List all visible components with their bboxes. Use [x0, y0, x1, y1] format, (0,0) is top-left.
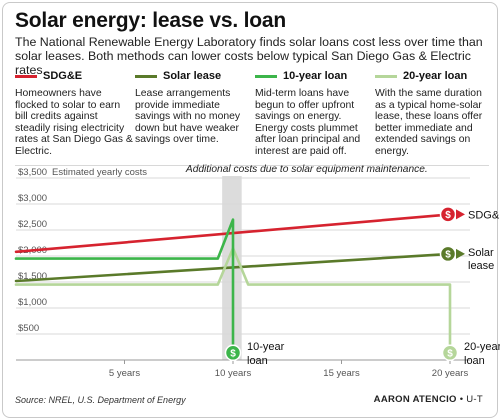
lease-arrow-icon — [456, 248, 465, 259]
legend-column-lease: Solar lease Lease arrangements provide i… — [135, 69, 253, 146]
lease-end-label-line2: lease — [468, 260, 494, 272]
loan20-end-label-line1: 20-year — [464, 341, 500, 353]
loan20-coin-icon — [441, 344, 459, 362]
page-subtitle: The National Renewable Energy Laboratory… — [15, 35, 483, 77]
lease-end-label-line1: Solar — [468, 247, 494, 259]
legend-desc-lease: Lease arrangements provide immediate sav… — [135, 88, 241, 146]
legend-desc-10yr: Mid-term loans have begun to offer upfro… — [255, 88, 361, 157]
sdge-coin-glyph: $ — [445, 210, 451, 221]
legend-desc-20yr: With the same duration as a typical home… — [375, 88, 483, 157]
page-title: Solar energy: lease vs. loan — [15, 9, 287, 32]
legend-column-sdge: SDG&E Homeowners have flocked to solar t… — [15, 69, 133, 158]
x-tick-label: 10 years — [215, 368, 252, 379]
legend-label-10yr: 10-year loan — [283, 70, 348, 82]
credit-name: AARON ATENCIO — [373, 394, 457, 405]
credit-org: • U-T — [459, 394, 483, 405]
loan10-coin-glyph: $ — [230, 348, 236, 359]
maintenance-annotation: Additional costs due to solar equipment … — [185, 164, 428, 175]
y-axis-label: Estimated yearly costs — [52, 167, 147, 178]
lease-coin-icon — [439, 245, 457, 263]
section-divider — [15, 165, 489, 166]
legend-label-lease: Solar lease — [163, 70, 222, 82]
y-tick-label: $1,500 — [18, 271, 47, 282]
legend-swatch-20yr — [375, 74, 397, 78]
loan10-end-label-line2: loan — [247, 355, 268, 367]
source-note: Source: NREL, U.S. Department of Energy — [15, 395, 186, 405]
loan10-coin-icon — [224, 344, 242, 362]
x-tick-label: 20 years — [432, 368, 469, 379]
sdge-coin-icon — [439, 206, 457, 223]
loan20-coin-glyph: $ — [447, 348, 453, 359]
loan10-end-label-line1: 10-year — [247, 341, 285, 353]
y-tick-label: $2,500 — [18, 219, 47, 230]
y-tick-label: $3,000 — [18, 193, 47, 204]
legend-column-20yr: 20-year loan With the same duration as a… — [375, 69, 493, 158]
credit-line: AARON ATENCIO • U-T — [374, 394, 483, 405]
sdge-end-label: SDG&E — [468, 209, 500, 221]
series-line-10-year-loan — [14, 218, 235, 357]
legend-swatch-lease — [135, 74, 157, 78]
y-tick-label: $500 — [18, 323, 39, 334]
legend-label-20yr: 20-year loan — [403, 70, 468, 82]
lease-coin-glyph: $ — [445, 250, 451, 261]
x-tick-label: 15 years — [323, 368, 360, 379]
series-line-20-year-loan — [14, 246, 452, 357]
sdge-arrow-icon — [456, 209, 465, 220]
legend-swatch-10yr — [255, 74, 277, 78]
legend-swatch-sdge — [15, 74, 37, 78]
y-tick-label: $3,500 — [18, 167, 47, 178]
x-tick-label: 5 years — [109, 368, 140, 379]
legend-label-sdge: SDG&E — [43, 70, 83, 82]
legend-column-10yr: 10-year loan Mid-term loans have begun t… — [255, 69, 373, 158]
legend-desc-sdge: Homeowners have flocked to solar to earn… — [15, 88, 133, 157]
y-tick-label: $1,000 — [18, 297, 47, 308]
loan20-end-label-line2: loan — [464, 355, 485, 367]
